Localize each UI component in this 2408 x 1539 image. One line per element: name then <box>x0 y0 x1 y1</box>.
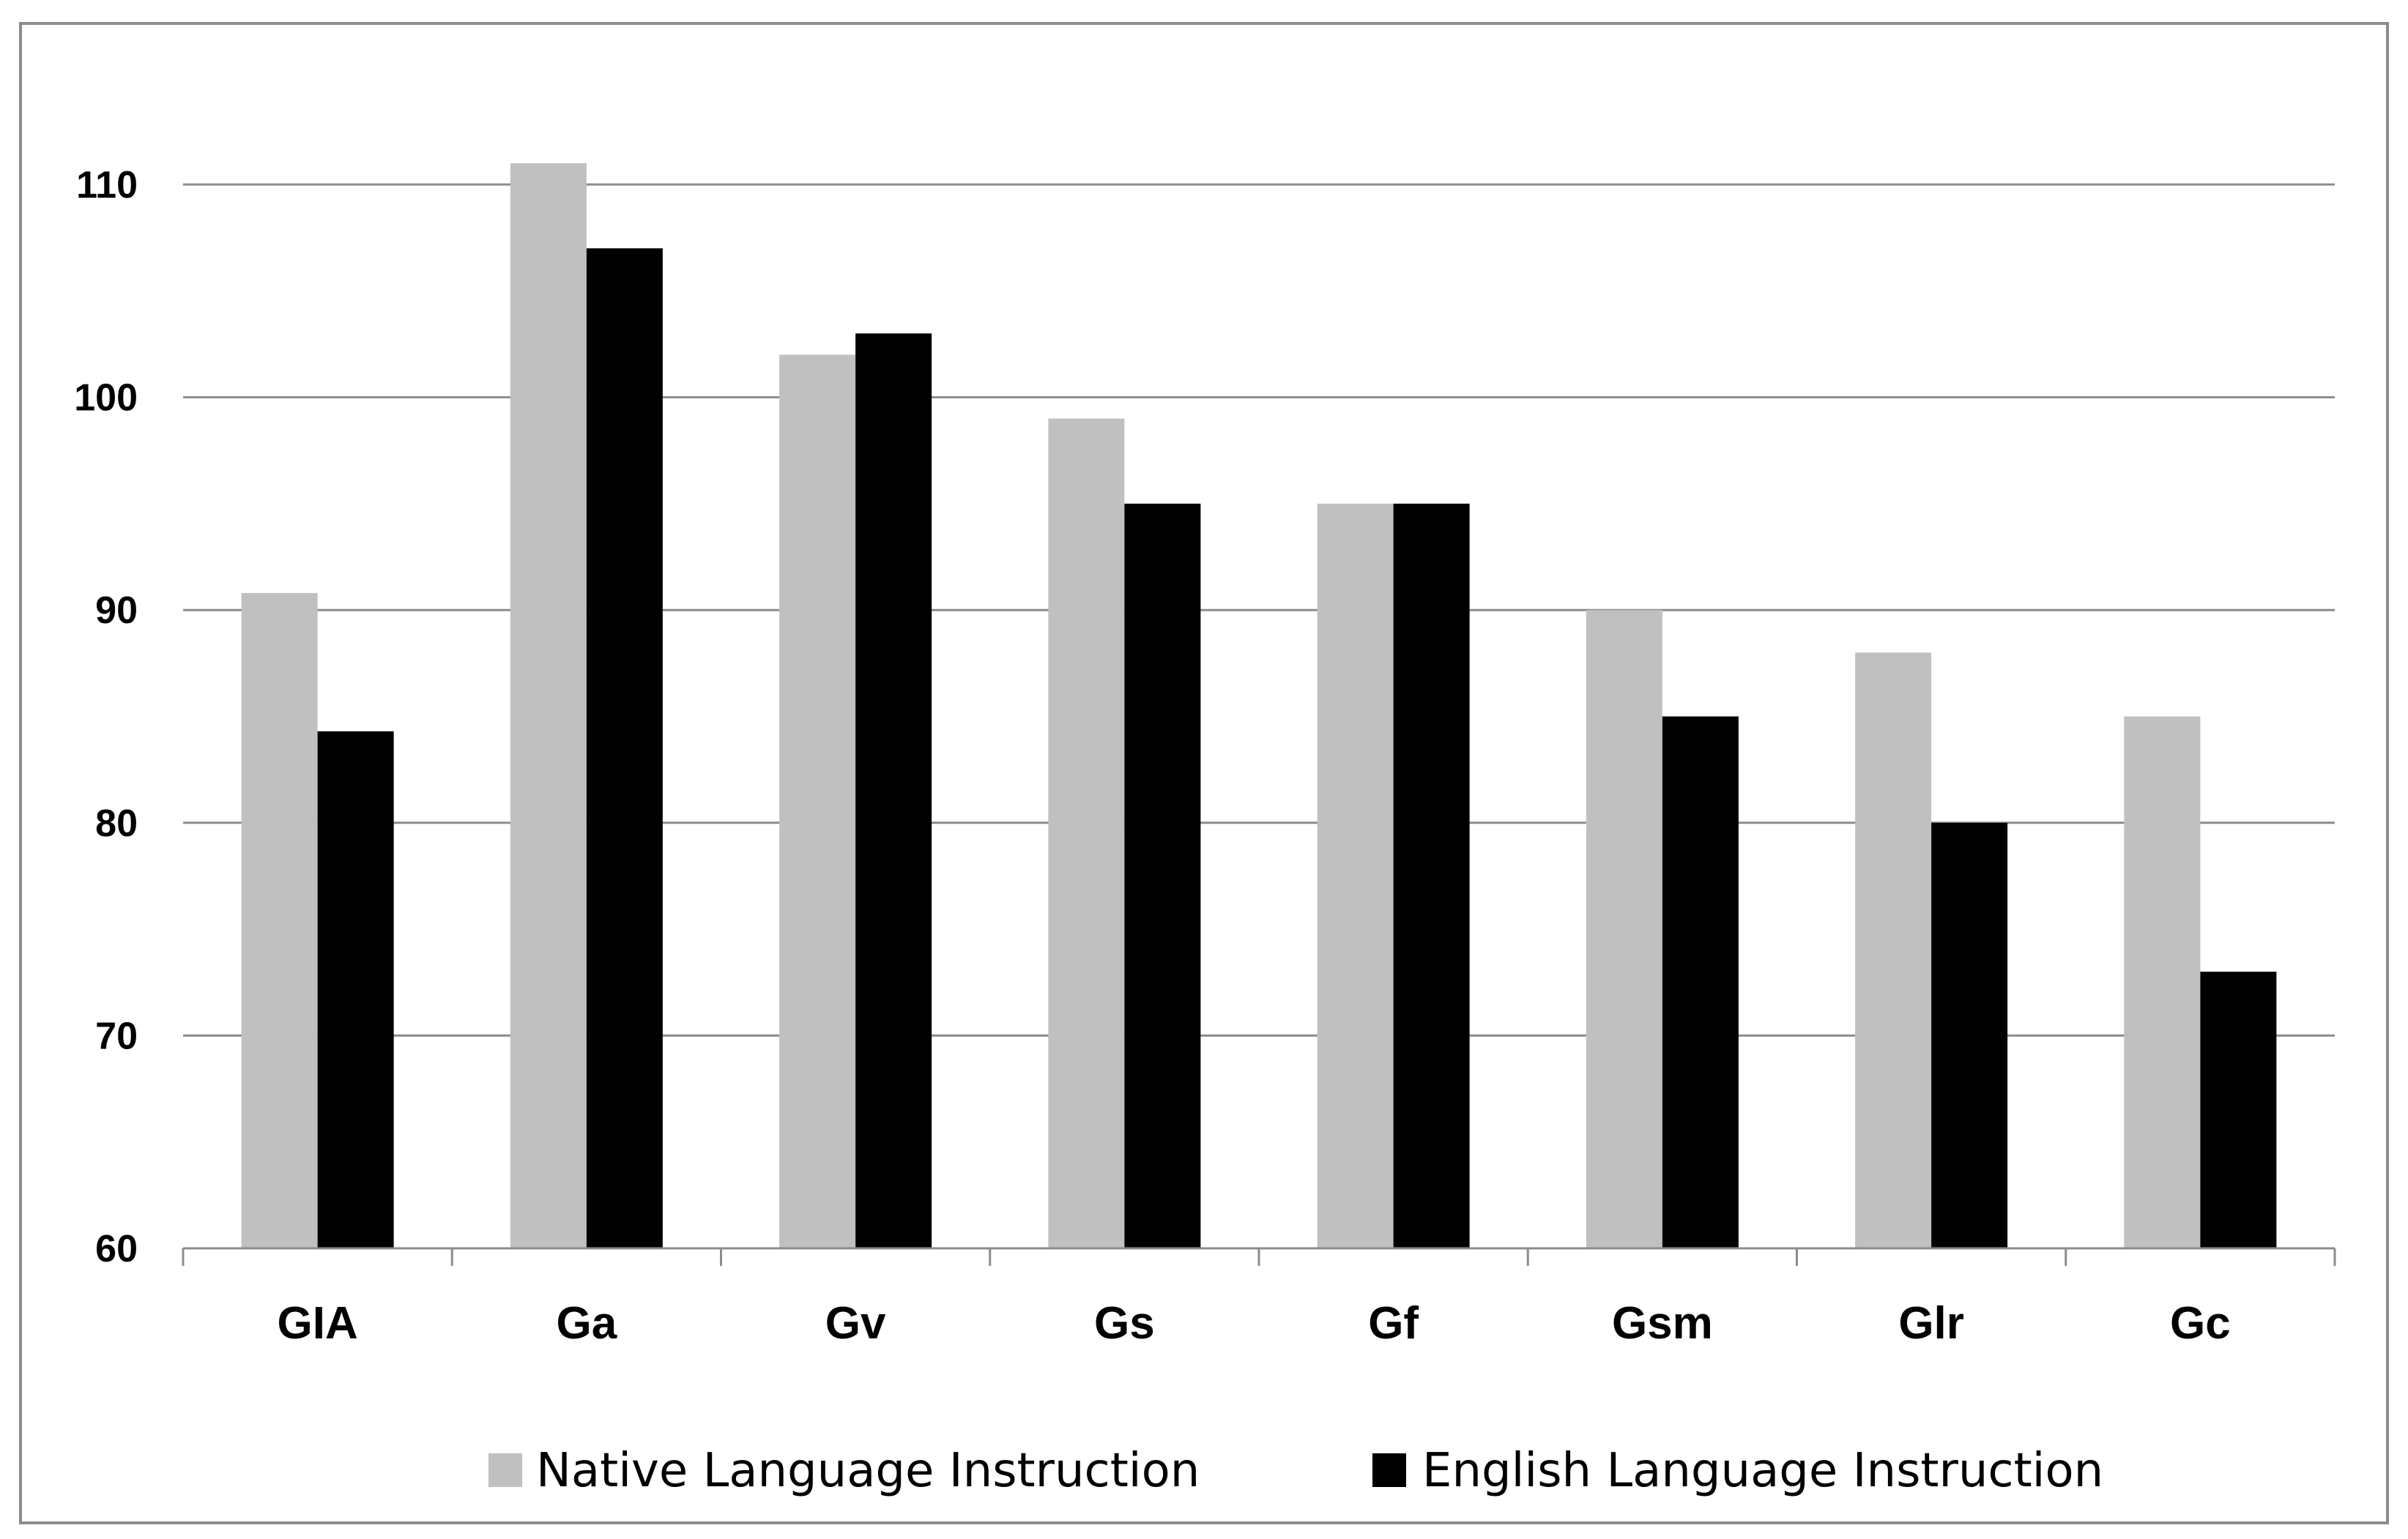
bar-english-gia <box>317 731 394 1248</box>
y-tick-label: 110 <box>76 164 138 206</box>
x-category-label: Gsm <box>1612 1298 1713 1349</box>
bar-english-ga <box>586 248 663 1249</box>
legend-swatch-native <box>488 1453 522 1487</box>
y-tick-label: 60 <box>95 1228 138 1270</box>
bar-native-gsm <box>1586 610 1662 1248</box>
x-category-label: Gs <box>1094 1298 1155 1349</box>
x-axis-category-labels: GIA Ga Gv Gs Gf Gsm Glr Gc <box>278 1298 2231 1349</box>
bar-native-gia <box>241 592 318 1248</box>
y-tick-label: 70 <box>95 1015 138 1057</box>
legend-swatch-english <box>1372 1453 1406 1487</box>
x-category-label: GIA <box>278 1298 358 1349</box>
bar-native-gs <box>1048 418 1125 1249</box>
bar-english-gf <box>1393 503 1470 1248</box>
x-category-label: Gc <box>2170 1298 2231 1349</box>
bar-native-glr <box>1855 652 1932 1248</box>
bars <box>241 163 2277 1249</box>
y-tick-label: 80 <box>95 802 138 845</box>
x-category-label: Gv <box>825 1298 886 1349</box>
legend-label-native: Native Language Instruction <box>536 1444 1200 1498</box>
x-category-label: Ga <box>557 1298 617 1349</box>
y-tick-label: 90 <box>95 589 138 632</box>
y-axis-tick-labels: 60 70 80 90 100 110 <box>74 164 138 1270</box>
chart-frame <box>19 22 2389 1524</box>
bar-native-gv <box>779 354 856 1249</box>
bar-english-gv <box>855 333 932 1248</box>
x-category-label: Gf <box>1368 1298 1419 1349</box>
legend-label-english: English Language Instruction <box>1422 1444 2103 1498</box>
bar-native-gc <box>2124 716 2201 1248</box>
x-axis <box>182 1247 2336 1266</box>
y-tick-label: 100 <box>74 377 138 420</box>
x-category-label: Glr <box>1898 1298 1964 1349</box>
bar-english-glr <box>1931 822 2008 1248</box>
bar-native-gf <box>1317 503 1394 1248</box>
legend: Native Language Instruction English Langu… <box>488 1444 2103 1498</box>
bar-english-gc <box>2200 972 2277 1248</box>
bar-native-ga <box>510 163 587 1249</box>
bar-english-gsm <box>1662 716 1739 1248</box>
bar-english-gs <box>1124 503 1201 1248</box>
